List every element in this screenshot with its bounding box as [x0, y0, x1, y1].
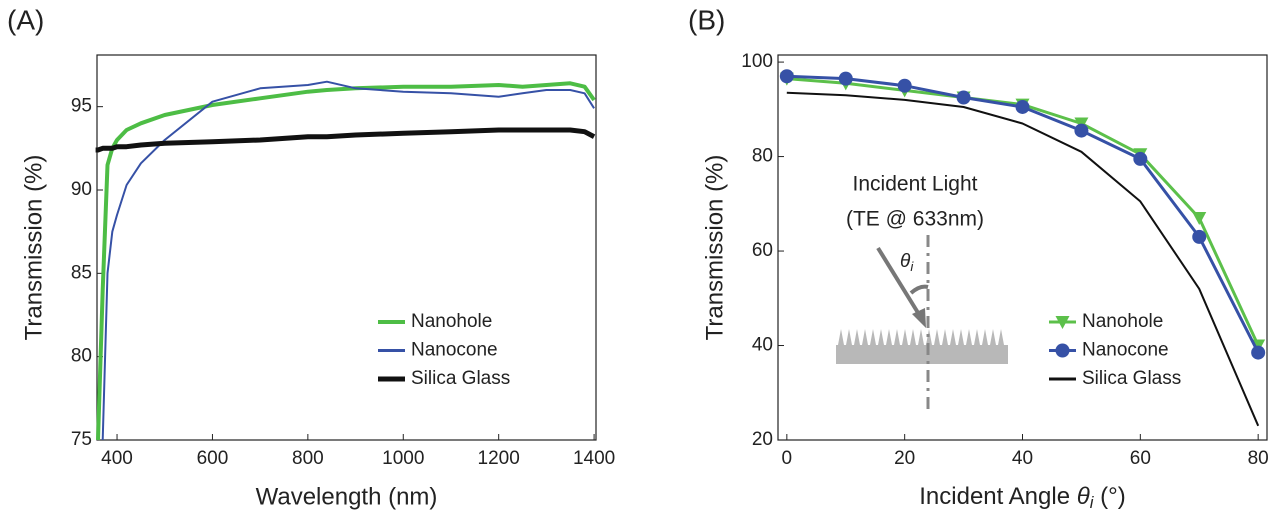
x-tick-label: 400 — [101, 448, 133, 469]
x-tick-label: 1400 — [573, 448, 615, 469]
angle-label-part: θ — [900, 251, 911, 272]
legend-marker — [1055, 316, 1070, 329]
y-tick-label: 40 — [752, 335, 773, 356]
marker — [838, 71, 853, 86]
annotation: (TE @ 633nm) — [846, 208, 984, 231]
x-tick-label: 1200 — [478, 448, 520, 469]
arrow-head — [912, 308, 926, 328]
x-tick-label: 800 — [292, 448, 324, 469]
y-tick-label: 100 — [741, 51, 773, 72]
y-tick-label: 60 — [752, 240, 773, 261]
diagram — [836, 235, 1008, 410]
legend-label: Silica Glass — [411, 368, 510, 389]
marker — [1192, 229, 1207, 244]
marker — [1251, 345, 1266, 360]
x-axis-label: Wavelength (nm) — [256, 483, 438, 510]
legend-label: Nanohole — [411, 311, 492, 332]
panel-label: (B) — [688, 4, 725, 35]
marker — [1133, 151, 1148, 166]
y-tick-label: 80 — [752, 146, 773, 167]
annotation: Incident Light — [853, 173, 978, 196]
legend-label: Nanocone — [411, 340, 498, 361]
plot-frame — [96, 54, 597, 441]
angle-label-part: i — [910, 259, 914, 274]
series-line — [786, 91, 1260, 427]
angle-label: θi — [900, 251, 914, 274]
x-tick-label: 40 — [1012, 448, 1033, 469]
y-axis-label: Transmission (%) — [20, 155, 47, 341]
angle-arc — [909, 284, 929, 295]
y-tick-label: 90 — [71, 179, 92, 200]
x-tick-label: 1000 — [382, 448, 424, 469]
x-tick-label: 0 — [782, 448, 793, 469]
x-axis-label-part: Incident Angle — [919, 483, 1076, 510]
x-tick-label: 80 — [1248, 448, 1269, 469]
legend-label: Silica Glass — [1082, 368, 1181, 389]
marker — [1015, 99, 1030, 114]
marker — [1074, 123, 1089, 138]
x-tick-label: 20 — [894, 448, 915, 469]
y-tick-label: 85 — [71, 262, 92, 283]
marker — [1192, 211, 1207, 225]
series-line — [101, 80, 595, 441]
marker — [779, 69, 794, 84]
x-axis-label: Incident Angle θi (°) — [919, 483, 1125, 512]
y-tick-label: 75 — [71, 429, 92, 450]
substrate — [836, 345, 1008, 364]
y-tick-label: 95 — [71, 96, 92, 117]
panel-label: (A) — [7, 4, 44, 35]
x-tick-label: 60 — [1130, 448, 1151, 469]
series-line — [95, 127, 596, 153]
y-tick-label: 20 — [752, 429, 773, 450]
nanostructures — [838, 329, 1004, 345]
x-axis-label-part: (°) — [1093, 483, 1125, 510]
legend-label: Nanocone — [1082, 340, 1169, 361]
legend-label: Nanohole — [1082, 311, 1163, 332]
x-axis-label-part: θ — [1077, 483, 1090, 510]
marker — [897, 78, 912, 93]
y-axis-label: Transmission (%) — [701, 155, 728, 341]
legend-marker — [1055, 343, 1070, 358]
y-tick-label: 80 — [71, 346, 92, 367]
x-axis-label-part: i — [1090, 493, 1095, 512]
marker — [956, 90, 971, 105]
incident-arrow — [876, 246, 922, 318]
x-tick-label: 600 — [197, 448, 229, 469]
